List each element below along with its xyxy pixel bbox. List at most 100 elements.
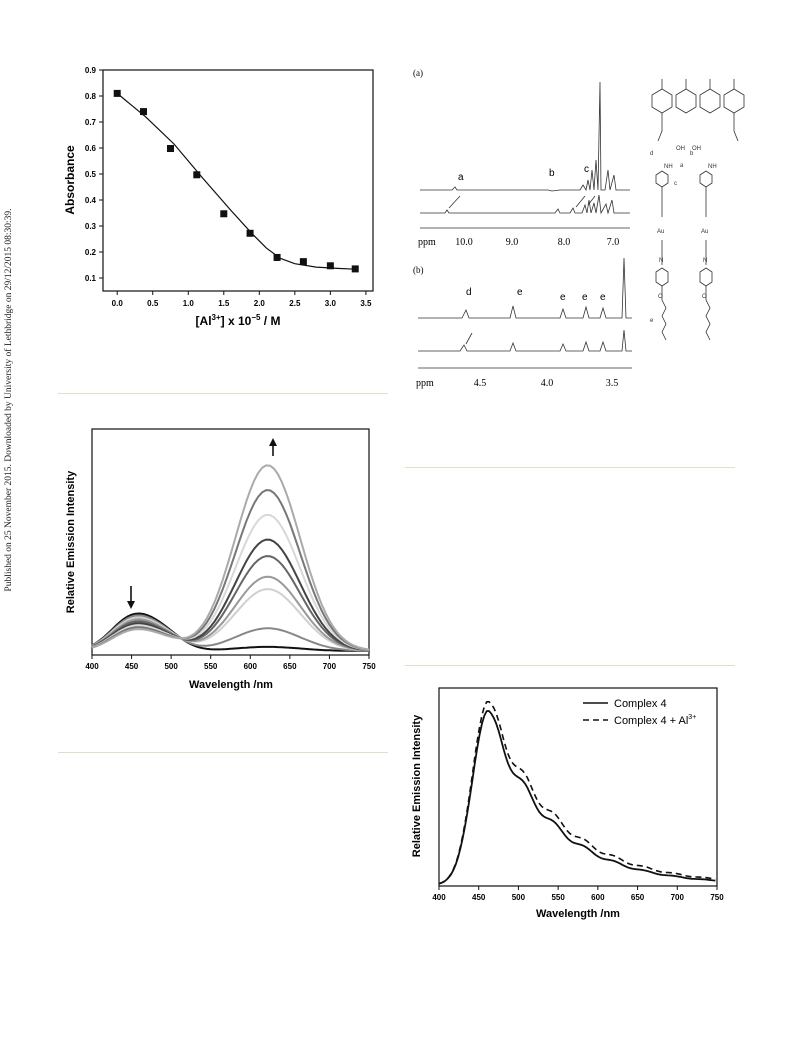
structure-label: Au: [701, 229, 708, 235]
series-complex4-al: [438, 700, 716, 885]
separator-rule: [58, 393, 388, 394]
legend-label: Complex 4 + Al3+: [614, 714, 696, 727]
y-tick-label: 0.2: [85, 248, 97, 257]
x-tick-label: 750: [710, 893, 724, 902]
panel-b-label: (b): [413, 265, 424, 275]
structure-label: NH: [708, 164, 717, 170]
nmr-peak-label: b: [549, 168, 555, 179]
structure-label: OH: [676, 146, 685, 152]
emission-curve: [91, 555, 370, 652]
data-point: [299, 258, 307, 266]
y-tick-label: 0.5: [85, 170, 97, 179]
plot-frame: [438, 687, 718, 887]
y-tick-label: 0.4: [85, 196, 97, 205]
x-axis-label: Wavelength /nm: [189, 679, 273, 691]
x-tick-label: 700: [671, 893, 685, 902]
data-point: [140, 108, 147, 116]
arrow-up-icon: [269, 438, 277, 456]
data-point: [167, 145, 174, 153]
nmr-a-tick-label: 7.0: [607, 237, 620, 248]
series-complex4: [438, 710, 716, 885]
x-tick-label: 700: [323, 662, 337, 671]
x-tick-label: 2.0: [254, 299, 266, 308]
nmr-b-axis-label: ppm: [416, 378, 434, 389]
x-axis-label: Wavelength /nm: [536, 908, 620, 920]
y-axis-label: Absorbance: [63, 145, 77, 215]
data-point: [193, 171, 201, 179]
structure-label: b: [690, 151, 694, 157]
x-tick-label: 450: [472, 893, 486, 902]
y-tick-label: 0.6: [85, 144, 97, 153]
arrow-down-icon: [127, 586, 135, 609]
structure-label: d: [650, 151, 653, 157]
plot-frame: [102, 69, 374, 292]
structure-label: e: [650, 318, 654, 324]
separator-rule: [58, 752, 388, 753]
data-point: [246, 229, 254, 237]
y-axis-label: Relative Emission Intensity: [411, 714, 423, 857]
emission-curve: [91, 588, 370, 652]
emission-curve: [91, 513, 370, 651]
structure-label: c: [674, 181, 677, 187]
molecular-structure: [651, 79, 745, 341]
nmr-b-tick-label: 3.5: [606, 378, 619, 389]
x-tick-label: 400: [85, 662, 99, 671]
x-tick-label: 650: [631, 893, 645, 902]
x-tick-label: 400: [432, 893, 446, 902]
nmr-a-tick-label: 9.0: [506, 237, 519, 248]
nmr-peak-label: c: [584, 164, 589, 175]
separator-rule: [405, 665, 735, 666]
nmr-arrow: [448, 195, 461, 209]
x-tick-label: 2.5: [289, 299, 301, 308]
structure-label: a: [680, 163, 684, 169]
emission-curve: [91, 489, 370, 651]
x-tick-label: 600: [591, 893, 605, 902]
x-tick-label: 3.5: [360, 299, 372, 308]
structure-label: Au: [657, 229, 664, 235]
y-tick-label: 0.1: [85, 274, 97, 283]
x-tick-label: 500: [164, 662, 178, 671]
panel-a-label: (a): [413, 68, 423, 78]
x-tick-label: 550: [551, 893, 565, 902]
fit-line: [116, 92, 356, 270]
nmr-b-tick-label: 4.0: [541, 378, 554, 389]
x-tick-label: 1.5: [218, 299, 230, 308]
legend: Complex 4 Complex 4 + Al3+: [583, 698, 696, 727]
y-tick-label: 0.9: [85, 66, 97, 75]
emission-curve: [91, 612, 369, 652]
emission-curve: [91, 464, 370, 651]
nmr-arrow: [465, 332, 473, 345]
data-point: [273, 253, 281, 261]
structure-label: NH: [664, 164, 673, 170]
structure-label: O: [702, 294, 707, 300]
x-tick-label: 500: [512, 893, 526, 902]
structure-label: O: [658, 294, 663, 300]
data-point: [113, 89, 121, 97]
y-tick-label: 0.8: [85, 92, 97, 101]
nmr-a-axis-label: ppm: [418, 237, 436, 248]
x-tick-label: 550: [204, 662, 218, 671]
y-tick-label: 0.7: [85, 118, 97, 127]
legend-label: Complex 4: [614, 698, 667, 710]
x-tick-label: 450: [125, 662, 139, 671]
data-point: [326, 262, 334, 270]
nmr-a-upper-trace: [420, 81, 630, 192]
x-tick-label: 0.5: [147, 299, 159, 308]
nmr-a-lower-trace: [420, 194, 630, 215]
x-tick-label: 1.0: [183, 299, 195, 308]
nmr-peak-label: e: [600, 292, 606, 303]
emission-curve: [91, 575, 370, 652]
emission-curve: [91, 538, 370, 652]
structure-label: N: [659, 258, 663, 264]
nmr-b-lower-trace: [418, 329, 632, 352]
nmr-peak-label: d: [466, 287, 472, 298]
nmr-b-tick-label: 4.5: [474, 378, 487, 389]
structure-label: N: [703, 258, 707, 264]
nmr-peak-label: a: [458, 172, 464, 183]
plot-frame: [91, 428, 370, 656]
x-tick-label: 650: [283, 662, 297, 671]
x-tick-label: 750: [362, 662, 376, 671]
